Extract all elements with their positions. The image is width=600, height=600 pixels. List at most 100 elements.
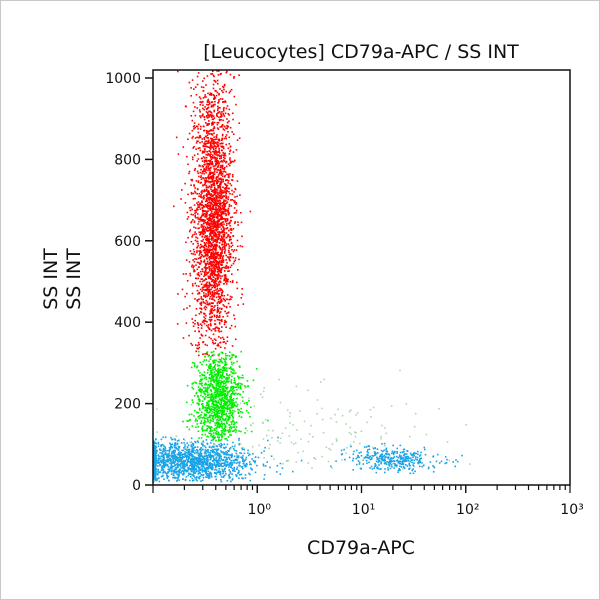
data-point [218, 284, 221, 286]
data-point [211, 195, 213, 197]
data-point [202, 100, 204, 103]
data-point [233, 314, 235, 317]
data-point [243, 460, 246, 462]
data-point [190, 413, 193, 416]
data-point [228, 429, 231, 431]
data-point [205, 84, 207, 86]
data-point [207, 403, 209, 406]
data-point [230, 238, 232, 241]
data-point [201, 201, 203, 204]
data-point [211, 293, 214, 295]
data-point [204, 145, 206, 148]
data-point [230, 229, 233, 231]
data-point [232, 409, 234, 412]
data-point [207, 326, 209, 328]
data-point [204, 230, 206, 232]
data-point [164, 453, 166, 456]
data-point [224, 209, 227, 211]
data-point [196, 465, 199, 468]
data-point [220, 145, 222, 148]
data-point [223, 115, 226, 117]
data-point [203, 391, 206, 393]
data-point [184, 444, 186, 446]
data-point [211, 215, 214, 217]
data-point [199, 399, 201, 401]
data-point [215, 456, 218, 459]
data-point [230, 382, 233, 384]
data-point [216, 415, 219, 418]
data-point [196, 75, 199, 78]
data-point [212, 178, 214, 180]
data-point [203, 206, 205, 208]
data-point [222, 152, 224, 154]
data-point [212, 272, 214, 275]
data-point [197, 123, 200, 126]
data-point [225, 437, 228, 440]
data-point [203, 233, 205, 235]
data-point [223, 241, 226, 243]
data-point [210, 252, 213, 254]
data-point [171, 468, 173, 470]
data-point [214, 285, 217, 287]
data-point [205, 115, 208, 118]
data-point [240, 297, 243, 299]
data-point [206, 100, 209, 102]
data-point [200, 379, 203, 382]
data-point [202, 210, 205, 212]
data-point [214, 417, 217, 419]
data-point [211, 417, 214, 420]
data-point [184, 202, 187, 204]
data-point [212, 266, 215, 269]
data-point [173, 460, 176, 463]
data-point [231, 375, 233, 378]
data-point [224, 183, 226, 185]
data-point [201, 115, 203, 117]
data-point [206, 457, 209, 460]
data-point [225, 417, 227, 420]
data-point [218, 180, 220, 183]
data-point [209, 320, 212, 322]
data-point [204, 451, 207, 453]
data-point [190, 468, 192, 470]
data-point [226, 278, 229, 281]
data-point [216, 171, 218, 173]
data-point [224, 101, 227, 103]
data-point [216, 391, 219, 394]
data-point [232, 441, 234, 444]
data-point [223, 160, 226, 163]
data-point [208, 101, 210, 103]
data-point [229, 266, 232, 269]
data-point [204, 458, 206, 461]
data-point [226, 222, 228, 225]
data-point [220, 465, 223, 468]
data-point [206, 215, 208, 217]
data-point [231, 179, 233, 181]
data-point [205, 359, 208, 361]
data-point [220, 180, 223, 182]
data-point [210, 273, 212, 275]
data-point [193, 362, 196, 364]
data-point [197, 128, 199, 130]
data-point [238, 439, 240, 441]
data-point [224, 347, 226, 349]
data-point [224, 174, 226, 177]
data-point [263, 474, 266, 476]
data-point [213, 428, 216, 430]
data-point [230, 205, 233, 207]
data-point [218, 388, 220, 390]
data-point [217, 277, 219, 279]
data-point [212, 250, 215, 253]
data-point [215, 264, 217, 266]
data-point [188, 454, 191, 457]
data-point [211, 403, 213, 405]
data-point [214, 347, 217, 350]
data-point [225, 277, 228, 280]
data-point [252, 453, 254, 455]
data-point [207, 106, 210, 109]
data-point [210, 319, 213, 321]
data-point [201, 138, 203, 140]
data-point [215, 202, 217, 204]
data-point [210, 288, 212, 291]
data-point [218, 455, 221, 457]
data-point [166, 459, 169, 461]
